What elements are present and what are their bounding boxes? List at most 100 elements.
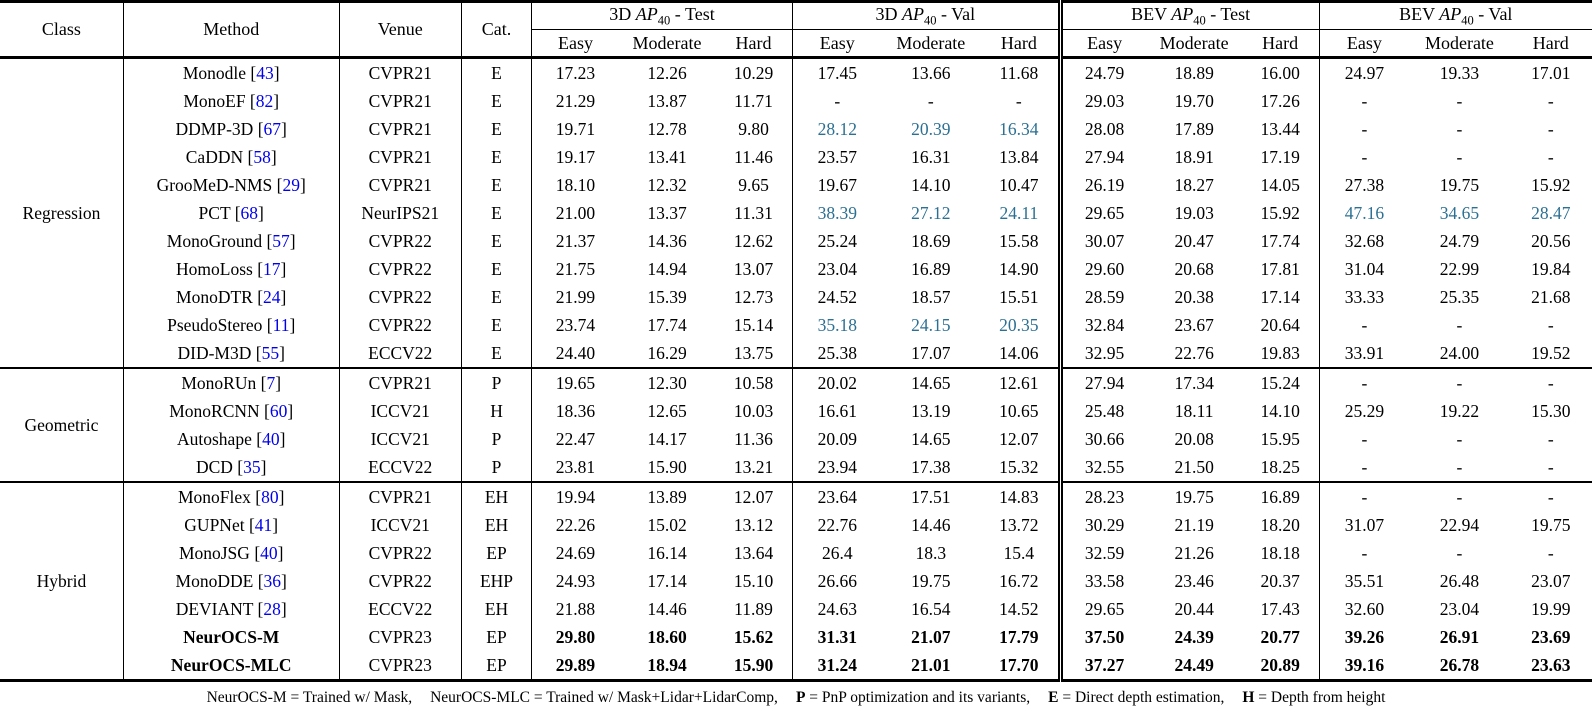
value-cell: 21.75	[555, 259, 596, 279]
value-cell: 21.00	[555, 203, 596, 223]
value-cell: 22.99	[1439, 259, 1480, 279]
value-cell: 16.89	[911, 259, 951, 279]
value-cell: 10.03	[715, 397, 793, 425]
value-cell: 17.23	[555, 63, 596, 83]
citation-link[interactable]: 57	[272, 231, 290, 251]
value-cell: 19.70	[1174, 91, 1214, 111]
value-cell: 23.57	[817, 147, 857, 167]
citation-link[interactable]: 29	[282, 175, 300, 195]
value-cell: 18.36	[555, 401, 596, 421]
citation-link[interactable]: 40	[260, 543, 278, 563]
value-cell: -	[1456, 147, 1463, 167]
value-cell: -	[927, 91, 934, 111]
subheader-easy: Easy	[557, 32, 593, 53]
method-cell: DDMP-3D [67]	[123, 115, 340, 143]
category-cell: E	[461, 143, 533, 171]
value-cell: 17.45	[817, 63, 857, 83]
value-cell: 13.12	[715, 511, 793, 539]
value-cell: 14.10	[911, 175, 951, 195]
value-cell: 16.14	[647, 543, 687, 563]
value-cell: 19.75	[911, 571, 951, 591]
col-header-venue: Venue	[339, 1, 462, 58]
citation-link[interactable]: 41	[254, 515, 273, 535]
value-cell: 23.74	[555, 315, 596, 335]
citation-link[interactable]: 68	[240, 203, 259, 223]
value-cell: -	[1361, 543, 1368, 563]
value-cell: 19.99	[1531, 599, 1571, 619]
value-cell: 28.47	[1531, 203, 1571, 223]
value-cell: 47.16	[1344, 203, 1385, 223]
citation-link[interactable]: 43	[256, 63, 274, 83]
value-cell: -	[1456, 91, 1463, 111]
value-cell: 26.4	[821, 543, 853, 563]
citation-link[interactable]: 36	[263, 571, 282, 591]
value-cell: -	[1361, 457, 1368, 477]
citation-link[interactable]: 11	[272, 315, 290, 335]
footnote: NeurOCS-M = Trained w/ Mask, NeurOCS-MLC …	[0, 689, 1592, 707]
citation-link[interactable]: 17	[263, 259, 281, 279]
venue-cell: CVPR22	[339, 567, 462, 595]
citation-link[interactable]: 35	[243, 457, 261, 477]
subheader-hard: Hard	[1532, 32, 1569, 53]
subheader-easy: Easy	[1087, 32, 1123, 53]
citation-link[interactable]: 60	[269, 401, 288, 421]
value-cell: 17.38	[911, 457, 951, 477]
value-cell: 14.46	[647, 599, 687, 619]
table-row: DID-M3D [55] ECCV22 E 24.40 16.29 13.75 25.38 1…	[0, 339, 1592, 368]
value-cell: 33.91	[1344, 343, 1385, 363]
value-cell: 23.07	[1531, 571, 1571, 591]
value-cell: -	[1456, 373, 1463, 393]
value-cell: 17.74	[647, 315, 687, 335]
value-cell: 19.03	[1174, 203, 1214, 223]
group-header-3d-test: 3D AP40 - Test	[531, 1, 793, 30]
value-cell: 19.75	[1439, 175, 1480, 195]
subheader-moderate: Moderate	[1424, 32, 1494, 53]
citation-link[interactable]: 58	[253, 147, 271, 167]
citation-link[interactable]: 55	[261, 343, 280, 363]
table-row: NeurOCS-MLC CVPR23 EP 29.89 18.94 15.90 31.24 2…	[0, 651, 1592, 681]
value-cell: 10.58	[715, 368, 793, 397]
citation-link[interactable]: 67	[263, 119, 282, 139]
value-cell: 33.58	[1084, 571, 1125, 591]
citation-link[interactable]: 80	[261, 487, 279, 507]
method-cell: PCT [68]	[123, 199, 340, 227]
category-cell: EP	[461, 623, 533, 651]
table-row: MonoDDE [36] CVPR22 EHP 24.93 17.14 15.10 26.6…	[0, 567, 1592, 595]
citation-link[interactable]: 24	[263, 287, 281, 307]
category-cell: EP	[461, 539, 533, 567]
value-cell: 16.34	[979, 115, 1063, 143]
value-cell: 29.65	[1084, 203, 1125, 223]
method-cell: MonoRCNN [60]	[123, 397, 340, 425]
venue-cell: ICCV21	[339, 425, 462, 453]
value-cell: 12.32	[647, 175, 687, 195]
value-cell: -	[1456, 429, 1463, 449]
citation-link[interactable]: 28	[263, 599, 281, 619]
citation-link[interactable]: 40	[262, 429, 280, 449]
category-cell: E	[461, 57, 533, 87]
value-cell: 18.3	[915, 543, 947, 563]
table-row: MonoJSG [40] CVPR22 EP 24.69 16.14 13.64 26.4 1…	[0, 539, 1592, 567]
value-cell: 20.39	[911, 119, 951, 139]
value-cell: 17.26	[1241, 87, 1320, 115]
value-cell: 24.69	[555, 543, 596, 563]
value-cell: 16.61	[817, 401, 857, 421]
value-cell: 13.75	[715, 339, 793, 368]
value-cell: -	[1456, 119, 1463, 139]
value-cell: 10.29	[715, 57, 793, 87]
header-row-groups: Class Method Venue Cat. 3D AP40 - Test 3…	[0, 1, 1592, 58]
value-cell: 20.64	[1241, 311, 1320, 339]
value-cell: 21.26	[1174, 543, 1214, 563]
citation-link[interactable]: 7	[266, 373, 276, 393]
category-cell: P	[461, 453, 533, 482]
citation-link[interactable]: 82	[255, 91, 274, 111]
col-header-cat: Cat.	[461, 1, 533, 58]
value-cell: 11.71	[715, 87, 793, 115]
value-cell: 29.80	[555, 627, 596, 647]
value-cell: 15.92	[1531, 175, 1571, 195]
subheader-moderate: Moderate	[632, 32, 702, 53]
value-cell: 13.66	[911, 63, 951, 83]
value-cell: 18.57	[911, 287, 951, 307]
value-cell: 23.94	[817, 457, 857, 477]
table-header: Class Method Venue Cat. 3D AP40 - Test 3…	[0, 1, 1592, 58]
method-cell: Autoshape [40]	[123, 425, 340, 453]
